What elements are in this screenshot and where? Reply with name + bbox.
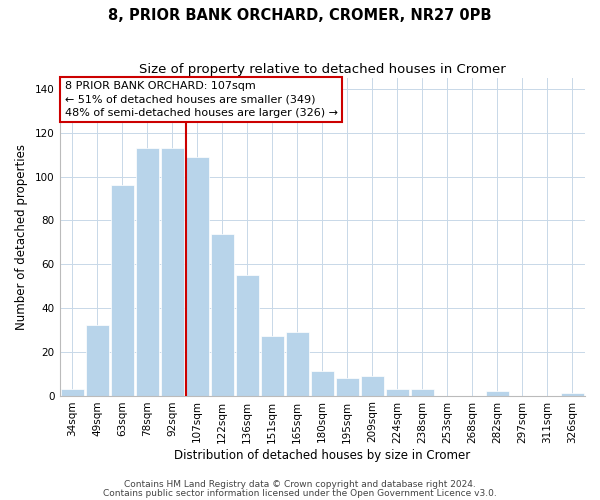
Text: 8, PRIOR BANK ORCHARD, CROMER, NR27 0PB: 8, PRIOR BANK ORCHARD, CROMER, NR27 0PB [108,8,492,22]
Bar [261,336,284,396]
Bar [286,332,309,396]
Bar [185,157,209,396]
Bar [411,389,434,396]
Bar [361,376,384,396]
Text: Contains public sector information licensed under the Open Government Licence v3: Contains public sector information licen… [103,489,497,498]
Y-axis label: Number of detached properties: Number of detached properties [15,144,28,330]
Title: Size of property relative to detached houses in Cromer: Size of property relative to detached ho… [139,62,506,76]
Text: Contains HM Land Registry data © Crown copyright and database right 2024.: Contains HM Land Registry data © Crown c… [124,480,476,489]
Bar [110,186,134,396]
Bar [161,148,184,396]
Bar [311,372,334,396]
Bar [211,234,234,396]
Text: 8 PRIOR BANK ORCHARD: 107sqm
← 51% of detached houses are smaller (349)
48% of s: 8 PRIOR BANK ORCHARD: 107sqm ← 51% of de… [65,81,338,118]
Bar [336,378,359,396]
Bar [136,148,158,396]
Bar [86,326,109,396]
Bar [386,389,409,396]
X-axis label: Distribution of detached houses by size in Cromer: Distribution of detached houses by size … [174,450,470,462]
Bar [236,275,259,396]
Bar [561,394,584,396]
Bar [61,389,83,396]
Bar [486,391,509,396]
